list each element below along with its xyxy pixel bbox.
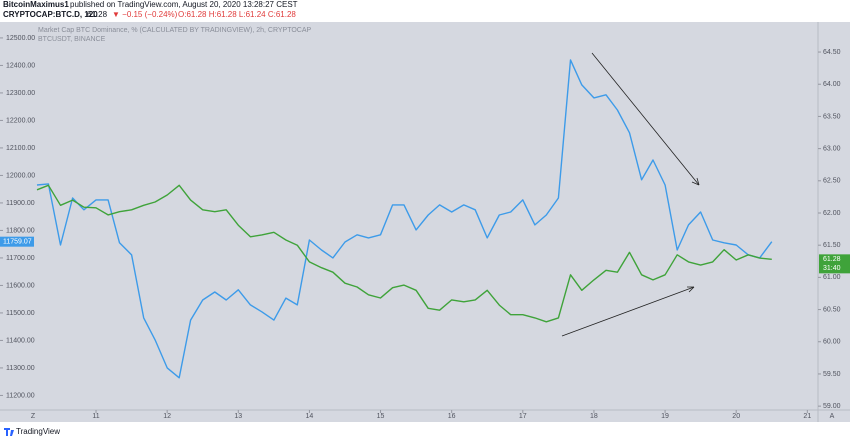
y2-tick-label: 62.00 bbox=[823, 210, 841, 217]
countdown: 31:40 bbox=[823, 265, 841, 272]
y-tick-label: 12200.00 bbox=[6, 117, 35, 124]
x-tick-label: 14 bbox=[306, 413, 314, 420]
last-price-label: 61.28 bbox=[823, 256, 841, 263]
x-tick-label: 20 bbox=[732, 413, 740, 420]
symbol: CRYPTOCAP:BTC.D, 120 bbox=[3, 10, 98, 19]
y-tick-label: 11900.00 bbox=[6, 200, 35, 207]
arrow-head bbox=[691, 177, 700, 186]
y2-tick-label: 61.00 bbox=[823, 274, 841, 281]
y2-tick-label: 59.50 bbox=[823, 371, 841, 378]
chart-background bbox=[0, 22, 850, 422]
brand-logo bbox=[4, 428, 14, 436]
x-tick-label: 15 bbox=[377, 413, 385, 420]
y-tick-label: 11400.00 bbox=[6, 337, 35, 344]
x-tick-label: 18 bbox=[590, 413, 598, 420]
author: BitcoinMaximus1 bbox=[3, 0, 69, 9]
y2-tick-label: 61.50 bbox=[823, 242, 841, 249]
y-tick-label: 12000.00 bbox=[6, 172, 35, 179]
y-tick-label: 12500.00 bbox=[6, 35, 35, 42]
last-price: 61.28 bbox=[87, 10, 108, 19]
y2-tick-label: 64.00 bbox=[823, 81, 841, 88]
annotation-arrow bbox=[561, 286, 695, 337]
y2-tick-label: 63.00 bbox=[823, 145, 841, 152]
y-tick-label: 12100.00 bbox=[6, 145, 35, 152]
x-edge-label: Z bbox=[31, 413, 36, 420]
change: ▼ −0.15 (−0.24%) bbox=[112, 10, 178, 19]
published: published on TradingView.com, August 20,… bbox=[70, 0, 298, 9]
series-line bbox=[36, 184, 772, 323]
y2-tick-label: 64.50 bbox=[823, 49, 841, 56]
x-tick-label: 21 bbox=[803, 413, 811, 420]
y2-tick-label: 62.50 bbox=[823, 178, 841, 185]
footer-background bbox=[0, 422, 850, 441]
y-tick-label: 11300.00 bbox=[6, 365, 35, 372]
annotation-arrow bbox=[591, 52, 700, 186]
x-tick-label: 12 bbox=[163, 413, 171, 420]
ohlc: O:61.28 H:61.28 L:61.24 C:61.28 bbox=[178, 10, 296, 19]
last-price-label: 11759.07 bbox=[3, 239, 32, 246]
series-line bbox=[36, 59, 773, 379]
x-tick-label: 19 bbox=[661, 413, 669, 420]
x-tick-label: 17 bbox=[519, 413, 527, 420]
y-tick-label: 11500.00 bbox=[6, 310, 35, 317]
y-tick-label: 11700.00 bbox=[6, 255, 35, 262]
arrow-head bbox=[687, 286, 695, 293]
y-tick-label: 12300.00 bbox=[6, 90, 35, 97]
last-price-box bbox=[819, 254, 850, 274]
legend-line: BTCUSDT, BINANCE bbox=[38, 36, 106, 43]
y2-tick-label: 60.50 bbox=[823, 306, 841, 313]
x-edge-label: A bbox=[830, 413, 835, 420]
y2-tick-label: 63.50 bbox=[823, 113, 841, 120]
last-price-box bbox=[0, 236, 34, 247]
x-tick-label: 16 bbox=[448, 413, 456, 420]
y-tick-label: 11800.00 bbox=[6, 227, 35, 234]
y-tick-label: 11600.00 bbox=[6, 282, 35, 289]
legend-line: Market Cap BTC Dominance, % (CALCULATED … bbox=[38, 27, 312, 34]
y-tick-label: 12400.00 bbox=[6, 62, 35, 69]
y2-tick-label: 60.00 bbox=[823, 339, 841, 346]
x-tick-label: 11 bbox=[92, 413, 99, 420]
x-tick-label: 13 bbox=[234, 413, 242, 420]
y2-tick-label: 59.00 bbox=[823, 403, 841, 410]
y-tick-label: 11200.00 bbox=[6, 392, 35, 399]
brand: TradingView bbox=[16, 427, 60, 436]
